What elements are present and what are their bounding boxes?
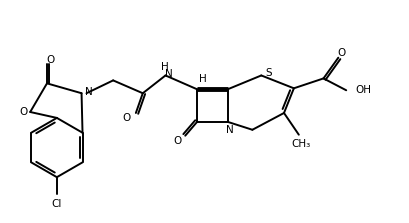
Text: O: O	[337, 48, 345, 58]
Text: O: O	[173, 136, 182, 146]
Text: O: O	[123, 113, 131, 123]
Text: O: O	[19, 107, 27, 117]
Text: OH: OH	[355, 85, 371, 95]
Text: O: O	[47, 55, 55, 65]
Text: CH₃: CH₃	[291, 139, 310, 149]
Text: Cl: Cl	[52, 199, 62, 209]
Text: N: N	[226, 125, 234, 135]
Text: H: H	[161, 62, 169, 72]
Text: N: N	[164, 70, 172, 79]
Text: H: H	[199, 74, 207, 84]
Text: S: S	[265, 68, 272, 78]
Text: N: N	[85, 87, 92, 97]
